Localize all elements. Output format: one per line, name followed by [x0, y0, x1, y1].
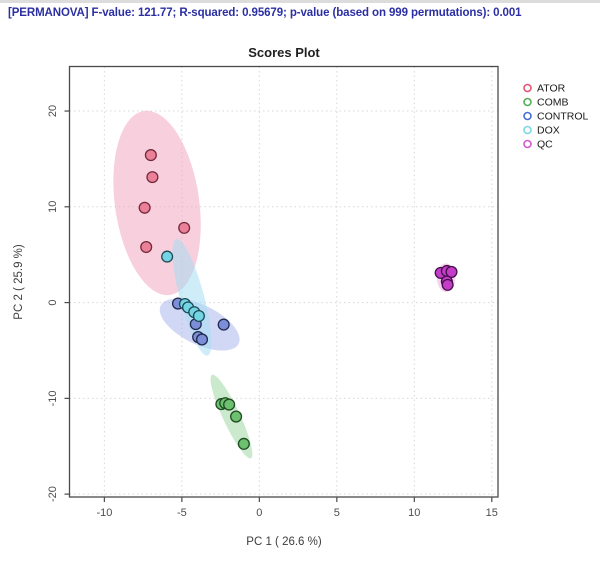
legend-marker-control — [523, 111, 532, 121]
data-point-comb — [237, 437, 250, 450]
y-tick-label: 10 — [47, 201, 59, 213]
data-point-comb — [223, 398, 236, 411]
data-point-ator — [178, 221, 191, 234]
data-point-comb — [230, 410, 243, 423]
data-point-layer — [138, 149, 458, 450]
x-tick-label: 10 — [408, 507, 420, 519]
legend-label-ator: ATOR — [537, 83, 566, 95]
plot-frame — [68, 65, 499, 498]
x-tick-label: 0 — [256, 507, 262, 519]
axis-tick-layer — [64, 110, 493, 502]
legend: ATOR COMB CONTROL DOX QC — [523, 83, 588, 151]
data-point-ator — [140, 240, 153, 254]
y-tick-label: -20 — [47, 486, 59, 502]
y-axis-tick-labels: -20 -10 0 10 20 — [47, 105, 59, 502]
y-axis-title: PC 2 ( 25.9 %) — [13, 244, 25, 320]
legend-label-control: CONTROL — [537, 111, 588, 123]
y-tick-label: 20 — [47, 105, 59, 117]
confidence-ellipse-layer — [113, 110, 456, 459]
data-point-control — [195, 333, 209, 346]
legend-label-comb: COMB — [537, 97, 569, 109]
y-tick-label: 0 — [47, 300, 59, 306]
data-point-qc — [441, 278, 454, 291]
x-tick-label: 15 — [486, 507, 498, 519]
y-tick-label: -10 — [47, 390, 59, 406]
window-chrome-strip — [0, 0, 600, 3]
data-point-ator — [144, 149, 157, 162]
legend-label-dox: DOX — [537, 125, 560, 137]
legend-marker-dox — [523, 125, 532, 135]
x-axis-title: PC 1 ( 26.6 %) — [246, 536, 322, 548]
legend-marker-qc — [523, 139, 532, 149]
legend-marker-comb — [523, 97, 532, 107]
x-axis-tick-labels: -10 -5 0 5 10 15 — [96, 507, 497, 519]
data-point-control — [217, 318, 230, 331]
x-tick-label: -10 — [96, 507, 112, 519]
data-point-dox — [192, 309, 205, 323]
confidence-ellipse-dox — [172, 238, 212, 356]
legend-label-qc: QC — [537, 139, 553, 151]
x-tick-label: 5 — [334, 507, 340, 519]
x-tick-label: -5 — [177, 507, 187, 519]
plot-title: Scores Plot — [248, 45, 320, 60]
data-point-qc — [445, 265, 458, 278]
data-point-ator — [146, 171, 159, 184]
data-point-ator — [138, 201, 151, 214]
legend-marker-ator — [523, 83, 532, 93]
data-point-dox — [161, 250, 174, 263]
permanova-result-text: [PERMANOVA] F-value: 121.77; R-squared: … — [8, 7, 522, 19]
